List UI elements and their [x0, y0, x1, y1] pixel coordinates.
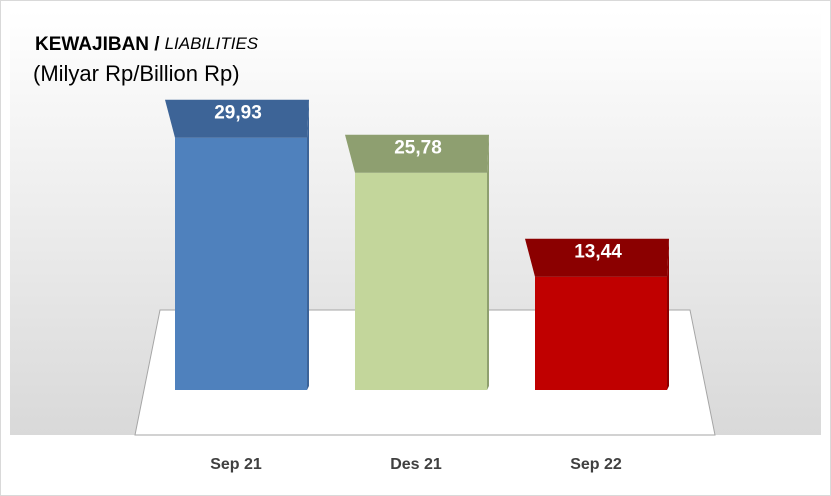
- bar-top: [165, 99, 309, 138]
- x-tick-label: Sep 22: [570, 456, 622, 473]
- chart-subtitle: (Milyar Rp/Billion Rp): [33, 61, 240, 86]
- bar: [355, 172, 487, 390]
- x-tick-label: Sep 21: [210, 456, 262, 473]
- bar-side: [667, 238, 669, 390]
- chart-title: KEWAJIBAN / LIABILITIES: [35, 34, 259, 55]
- value-label: 25,78: [394, 138, 442, 159]
- bar: [175, 137, 307, 390]
- value-label: 29,93: [214, 103, 262, 124]
- value-label: 13,44: [574, 242, 622, 263]
- bar: [535, 276, 667, 390]
- title-part: KEWAJIBAN /: [35, 34, 160, 55]
- bar-side: [307, 99, 309, 391]
- bar-top: [345, 134, 489, 173]
- bar-side: [487, 134, 489, 390]
- title-part: LIABILITIES: [165, 34, 259, 53]
- bar-top: [525, 238, 669, 277]
- x-tick-label: Des 21: [390, 456, 442, 473]
